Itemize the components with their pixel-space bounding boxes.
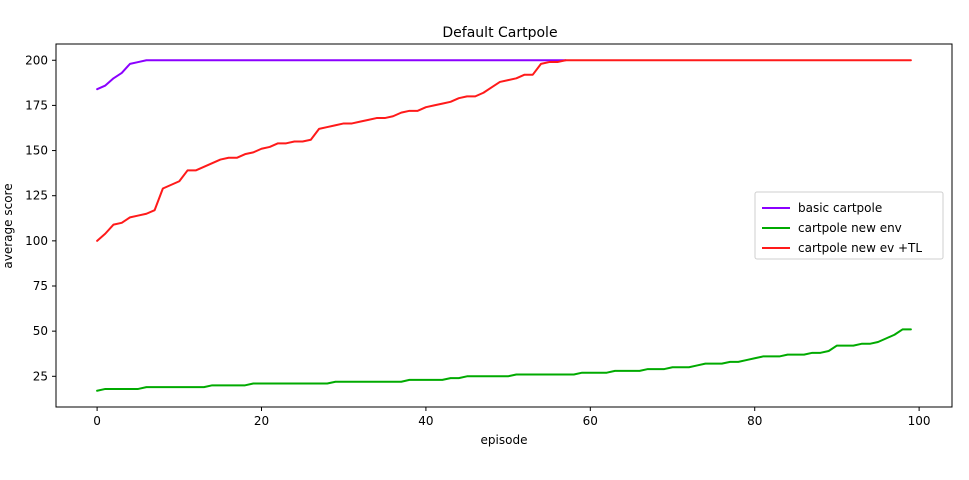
legend-label-3: cartpole new ev +TL [798, 241, 922, 255]
legend: basic cartpole cartpole new env cartpole n… [754, 191, 944, 260]
y-tick-label-5: 150 [25, 144, 48, 158]
chart-title: Default Cartpole [442, 25, 557, 41]
axis-layer: 0 20 40 60 80 100 25 50 75 100 125 150 175 200 [25, 53, 930, 428]
legend-label-1: basic cartpole [798, 201, 882, 215]
legend-label-2: cartpole new env [798, 221, 902, 235]
series-layer [96, 59, 912, 392]
x-tick-label-1: 20 [254, 414, 269, 428]
y-tick-label-6: 175 [25, 98, 48, 112]
y-tick-label-4: 125 [25, 189, 48, 203]
x-tick-label-2: 40 [418, 414, 433, 428]
y-tick-label-0: 25 [33, 369, 48, 383]
y-tick-label-3: 100 [25, 234, 48, 248]
x-tick-label-0: 0 [93, 414, 101, 428]
series-line-2 [96, 328, 912, 392]
x-tick-label-4: 80 [747, 414, 762, 428]
x-axis-label: episode [481, 433, 528, 447]
y-tick-label-2: 75 [33, 279, 48, 293]
plot-frame [55, 43, 953, 408]
y-axis-label: average score [1, 183, 15, 268]
series-line-3 [96, 59, 912, 242]
y-tick-label-1: 50 [33, 324, 48, 338]
series-line-1 [96, 59, 567, 91]
x-tick-label-3: 60 [583, 414, 598, 428]
y-tick-label-7: 200 [25, 53, 48, 67]
legend-box [754, 191, 944, 260]
x-tick-label-5: 100 [908, 414, 931, 428]
